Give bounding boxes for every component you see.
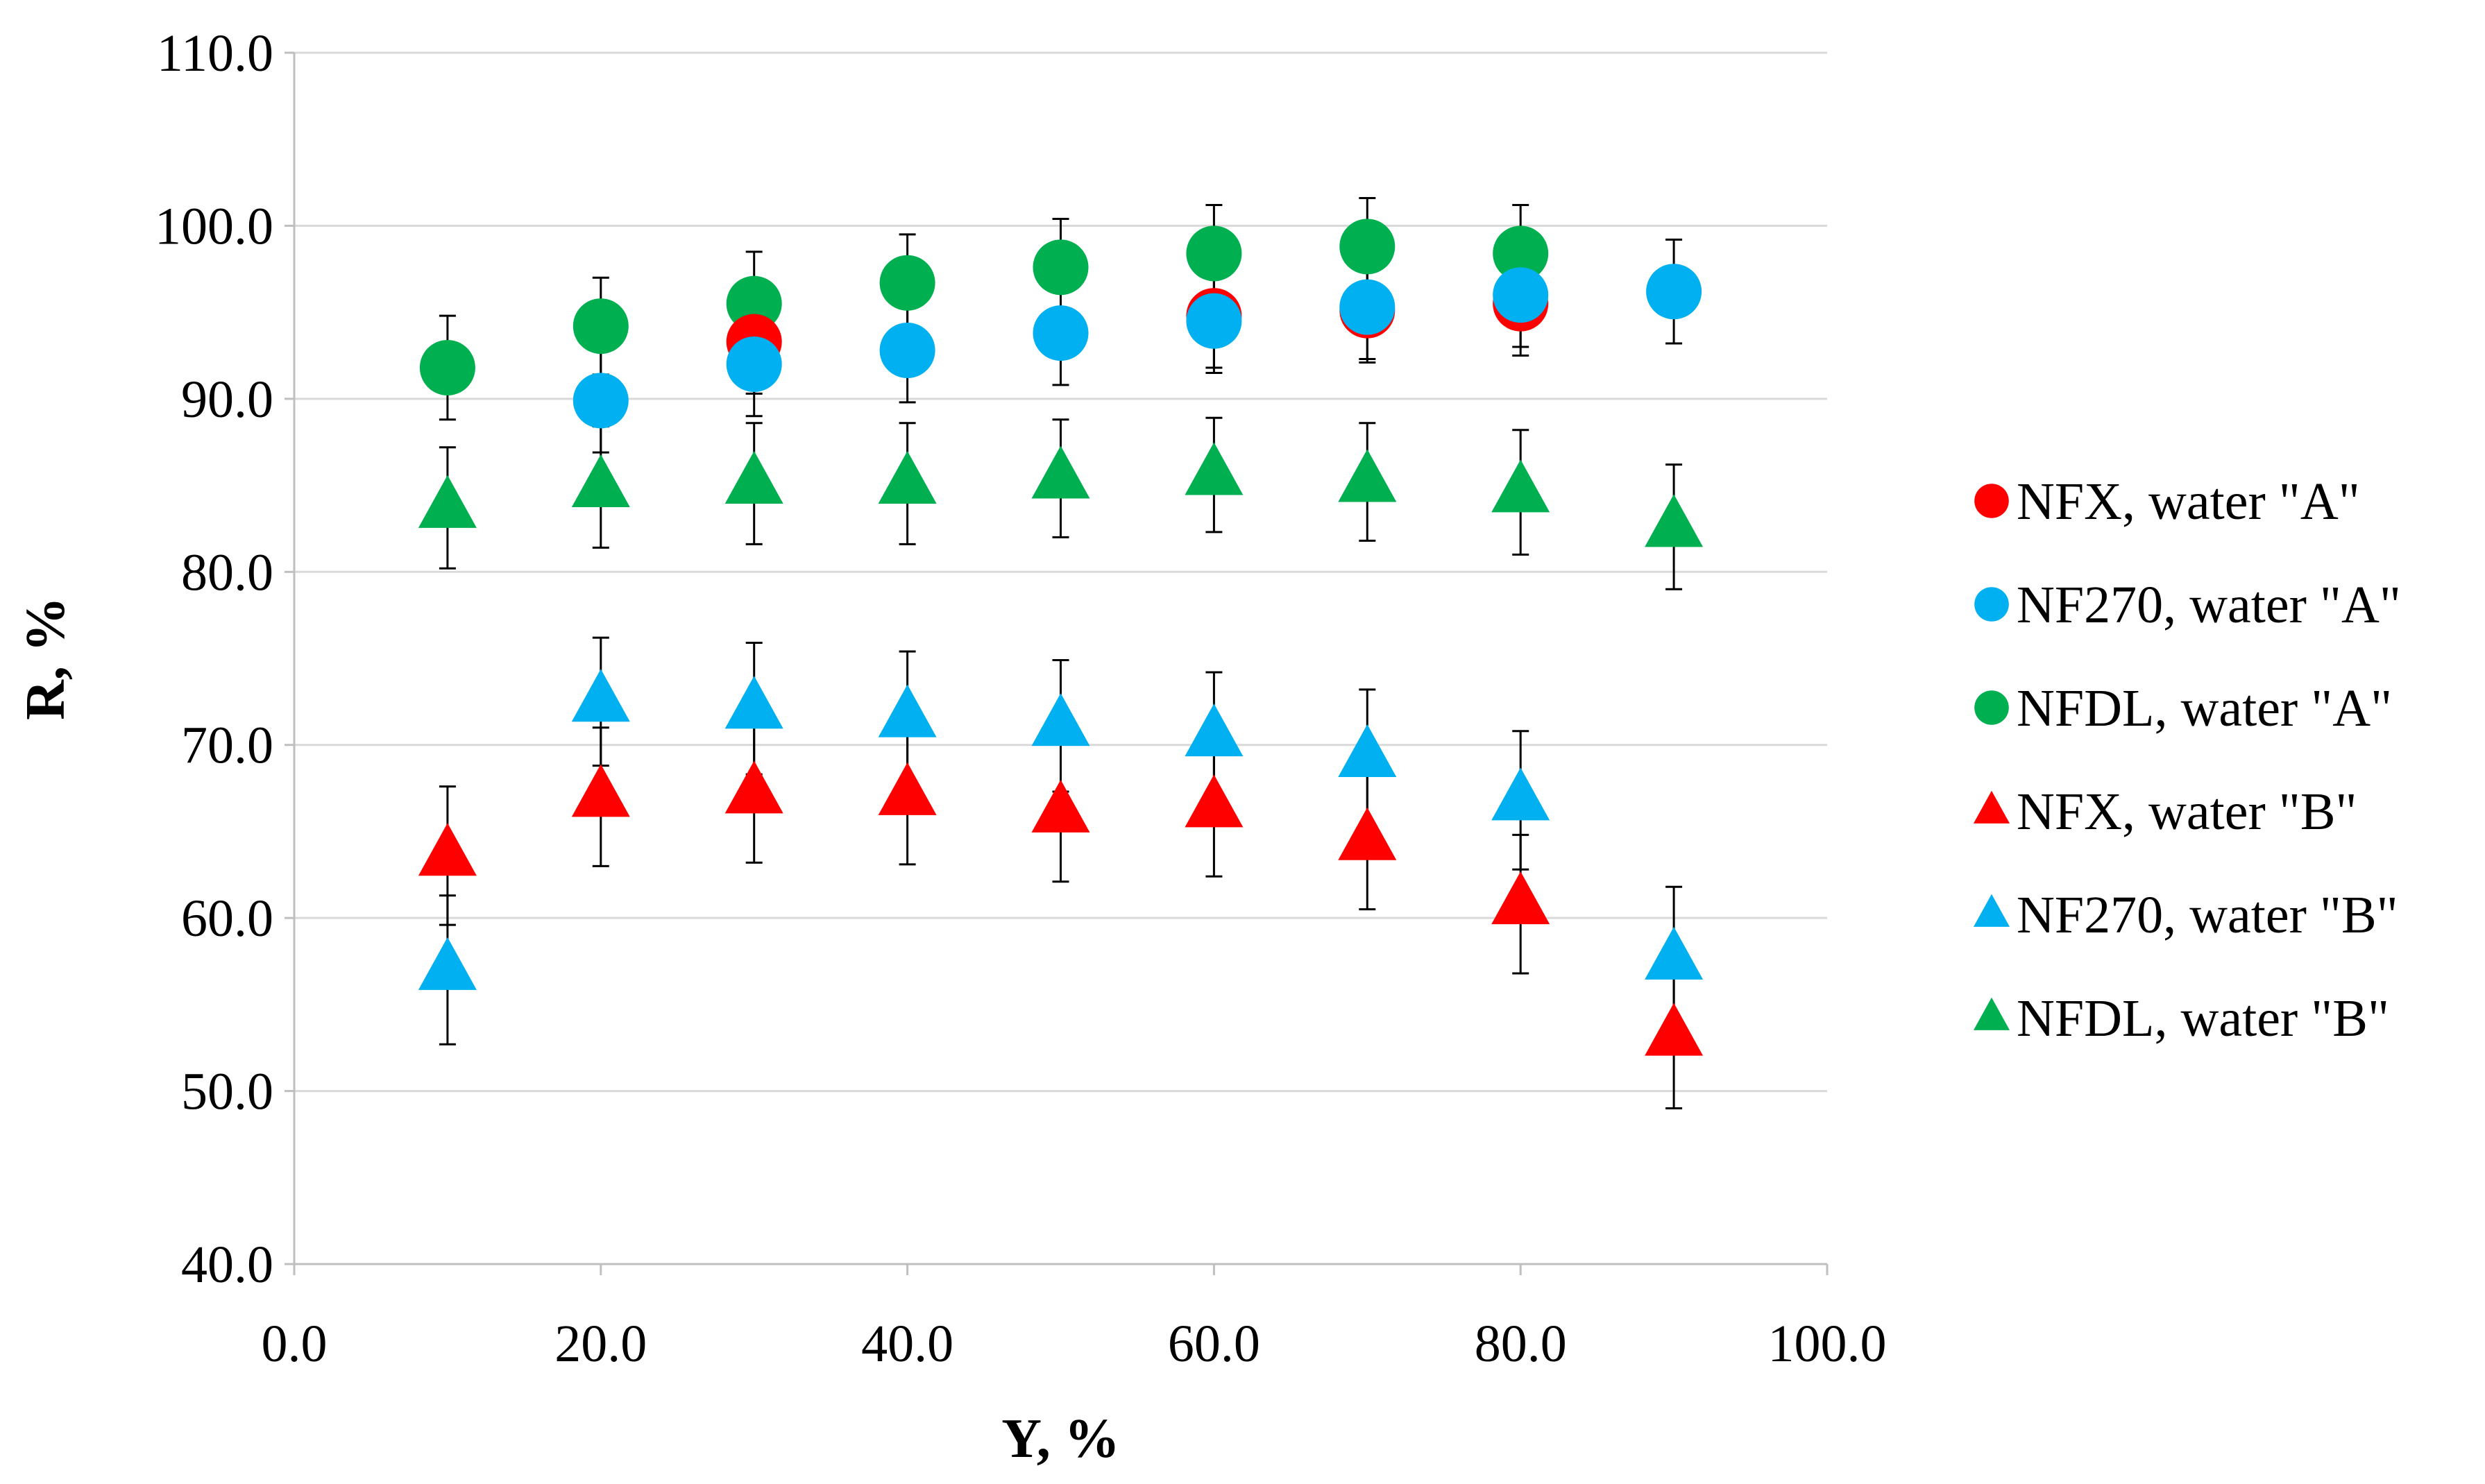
x-tick-label: 80.0 — [1475, 1315, 1567, 1373]
legend-marker — [1973, 894, 2010, 927]
data-point — [1338, 449, 1397, 502]
data-point — [1645, 1003, 1704, 1056]
gridlines — [294, 51, 1827, 1093]
x-axis-title: Y, % — [1001, 1408, 1119, 1469]
data-point — [724, 676, 783, 729]
data-point — [1031, 779, 1090, 833]
data-point — [1031, 445, 1090, 499]
y-tick-label: 100.0 — [155, 197, 273, 255]
legend-item: NFDL, water "B" — [1973, 989, 2389, 1048]
legend-marker — [1974, 587, 2009, 622]
x-tick-label: 60.0 — [1168, 1315, 1260, 1373]
axes — [285, 51, 1829, 1275]
x-tick-label: 100.0 — [1768, 1315, 1887, 1373]
legend-marker — [1973, 790, 2010, 824]
data-point — [1338, 807, 1397, 860]
data-point — [726, 336, 782, 392]
y-tick-label: 60.0 — [181, 889, 273, 948]
data-point — [571, 764, 630, 817]
data-point — [573, 373, 629, 429]
data-point — [878, 450, 937, 504]
legend-item: NFX, water "B" — [1973, 783, 2357, 841]
data-point — [1493, 267, 1549, 323]
data-point — [1033, 239, 1089, 296]
data-point — [571, 669, 630, 722]
data-point — [1339, 279, 1396, 335]
legend-label: NF270, water "B" — [2017, 886, 2398, 944]
data-point — [1491, 459, 1550, 513]
data-point — [418, 823, 477, 876]
data-point — [1185, 703, 1244, 757]
legend-item: NF270, water "A" — [1974, 576, 2401, 634]
data-point — [1339, 219, 1396, 275]
x-tick-label: 0.0 — [262, 1315, 328, 1373]
data-point — [571, 454, 630, 507]
data-point — [1031, 693, 1090, 747]
legend-marker — [1974, 690, 2009, 725]
legend-item: NFDL, water "A" — [1974, 679, 2392, 737]
data-point — [878, 762, 937, 815]
data-point — [1646, 264, 1702, 320]
data-point — [1493, 225, 1549, 282]
legend-label: NFX, water "B" — [2017, 783, 2357, 841]
legend-item: NF270, water "B" — [1973, 886, 2398, 944]
y-axis-title: R, % — [15, 597, 76, 720]
data-point — [1491, 871, 1550, 925]
data-point — [878, 684, 937, 737]
data-point — [1186, 293, 1242, 349]
data-point — [419, 339, 475, 395]
data-point — [573, 298, 629, 355]
data-point — [1186, 225, 1242, 282]
data-point — [1338, 724, 1397, 778]
data-point — [726, 275, 782, 332]
legend-label: NFX, water "A" — [2017, 472, 2360, 531]
legend-marker — [1974, 484, 2009, 518]
data-point — [1645, 494, 1704, 547]
tick-labels: 40.0 50.0 60.0 70.0 80.0 90.0 100.0 110.0 0.0 20.… — [155, 24, 1887, 1373]
y-tick-label: 90.0 — [181, 370, 273, 429]
y-tick-label: 80.0 — [181, 543, 273, 602]
x-tick-label: 20.0 — [554, 1315, 647, 1373]
data-point — [879, 323, 935, 379]
data-point — [724, 450, 783, 504]
data-point — [1185, 442, 1244, 495]
legend-label: NF270, water "A" — [2017, 576, 2401, 634]
data-point — [724, 760, 783, 814]
data-points — [418, 219, 1704, 1056]
x-tick-label: 40.0 — [861, 1315, 953, 1373]
y-tick-label: 40.0 — [181, 1236, 273, 1294]
data-point — [879, 255, 935, 311]
y-tick-label: 70.0 — [181, 717, 273, 775]
data-point — [1645, 926, 1704, 980]
y-tick-label: 110.0 — [157, 24, 273, 83]
data-point — [418, 475, 477, 528]
data-point — [1033, 305, 1089, 361]
legend-label: NFDL, water "B" — [2017, 989, 2389, 1048]
data-point — [1185, 774, 1244, 828]
legend: NFX, water "A" NF270, water "A" NFDL, wate… — [1973, 472, 2401, 1048]
legend-marker — [1973, 997, 2010, 1030]
data-point — [418, 937, 477, 990]
legend-item: NFX, water "A" — [1974, 472, 2360, 531]
y-tick-label: 50.0 — [181, 1063, 273, 1121]
legend-label: NFDL, water "A" — [2017, 679, 2392, 737]
data-point — [1491, 767, 1550, 821]
